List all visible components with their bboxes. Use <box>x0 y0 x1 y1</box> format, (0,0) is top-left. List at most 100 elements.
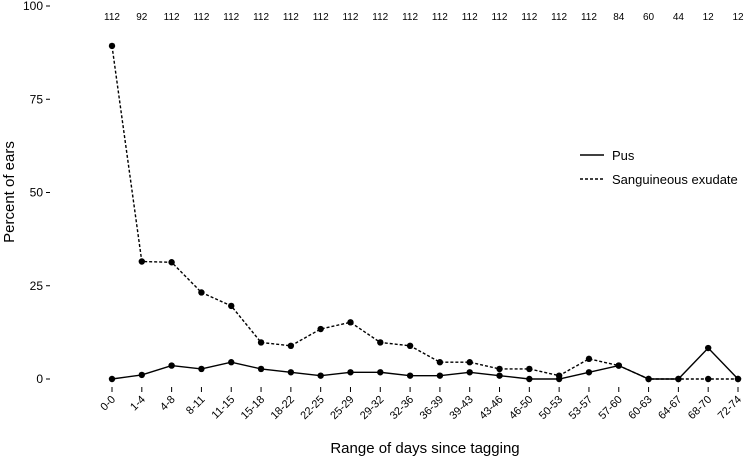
x-tick-label: 8-11 <box>184 394 207 417</box>
x-tick-label: 60-63 <box>626 394 654 422</box>
data-point <box>108 375 116 383</box>
x-tick-label: 29-32 <box>358 394 386 422</box>
legend-label: Sanguineous exudate <box>612 172 738 187</box>
count-labels: 112 92 112 112 112 112 112 112 112 112 112 112 112 11… <box>104 12 744 23</box>
count-label: 92 <box>136 12 148 23</box>
count-label: 112 <box>581 12 597 23</box>
data-point <box>317 372 324 379</box>
count-label: 112 <box>551 12 567 23</box>
data-point <box>138 258 146 265</box>
x-tick-label: 32-36 <box>388 394 416 422</box>
data-point <box>168 362 175 369</box>
count-label: 112 <box>193 12 209 23</box>
x-tick-label: 46-50 <box>507 394 535 422</box>
count-label: 112 <box>492 12 508 23</box>
y-tick-label: 100 <box>23 0 43 13</box>
y-tick-label: 0 <box>36 372 43 386</box>
y-tick-label: 50 <box>30 186 44 200</box>
data-point <box>406 342 414 350</box>
data-point <box>466 369 473 376</box>
data-point <box>257 365 265 373</box>
x-tick-label: 72-74 <box>716 394 744 422</box>
x-tick-label: 53-57 <box>567 394 595 422</box>
x-axis-title: Range of days since tagging <box>330 440 519 457</box>
count-label: 112 <box>342 12 358 23</box>
count-label: 112 <box>462 12 478 23</box>
data-point <box>347 369 354 376</box>
data-point <box>198 365 205 373</box>
x-tick-label: 64-67 <box>656 394 684 422</box>
data-point <box>228 359 235 366</box>
count-label: 60 <box>643 12 655 23</box>
count-label: 112 <box>104 12 120 23</box>
count-label: 84 <box>613 12 625 23</box>
series-sanguineous-exudate <box>108 42 742 383</box>
data-point <box>257 339 265 346</box>
x-tick-label: 39-43 <box>447 394 475 422</box>
data-point <box>585 369 593 376</box>
data-point <box>734 375 742 383</box>
data-point <box>138 371 146 379</box>
series-layer <box>108 42 742 383</box>
x-tick-label: 68-70 <box>686 394 714 422</box>
x-tick-label: 1-4 <box>128 394 148 414</box>
data-point <box>496 372 503 379</box>
count-label: 112 <box>253 12 269 23</box>
count-label: 12 <box>732 12 744 23</box>
x-axis: 0-0 1-4 4-8 8-11 11-15 15-18 18-22 22-25 25-29 29… <box>98 387 744 422</box>
x-tick-label: 18-22 <box>269 394 297 422</box>
y-tick-label: 75 <box>30 92 44 106</box>
x-tick-label: 50-53 <box>537 394 565 422</box>
x-tick-label: 25-29 <box>328 394 356 422</box>
data-point <box>347 319 354 326</box>
data-point <box>526 365 533 373</box>
data-point <box>377 339 384 346</box>
x-tick-label: 4-8 <box>158 394 178 414</box>
data-point <box>704 344 712 352</box>
legend-label: Pus <box>612 148 635 163</box>
data-point <box>436 359 444 366</box>
data-point <box>317 325 324 333</box>
data-point <box>198 289 205 296</box>
data-point <box>496 365 503 373</box>
count-label: 112 <box>164 12 180 23</box>
count-label: 44 <box>673 12 685 23</box>
data-point <box>675 375 682 383</box>
data-point <box>526 375 533 383</box>
data-point <box>287 342 295 350</box>
x-tick-label: 36-39 <box>418 394 446 422</box>
data-point <box>585 355 593 363</box>
data-point <box>436 372 444 379</box>
data-point <box>377 369 384 376</box>
y-tick-label: 25 <box>30 279 44 293</box>
x-tick-label: 22-25 <box>298 394 326 422</box>
count-label: 112 <box>313 12 329 23</box>
data-point <box>228 302 235 310</box>
series-line <box>111 45 738 380</box>
y-axis-title: Percent of ears <box>1 141 18 243</box>
x-tick-label: 0-0 <box>98 394 118 414</box>
data-point <box>168 259 175 266</box>
x-tick-label: 11-15 <box>210 394 238 422</box>
data-point <box>406 372 414 379</box>
y-axis: 0 25 50 75 100 <box>23 0 50 386</box>
data-point <box>108 42 116 50</box>
count-label: 112 <box>223 12 239 23</box>
count-label: 12 <box>703 12 715 23</box>
data-point <box>615 362 622 369</box>
x-tick-label: 15-18 <box>239 394 267 422</box>
count-label: 112 <box>432 12 448 23</box>
data-point <box>645 375 652 383</box>
count-label: 112 <box>521 12 537 23</box>
data-point <box>287 369 295 376</box>
x-tick-label: 43-46 <box>477 394 505 422</box>
count-label: 112 <box>402 12 418 23</box>
data-point <box>555 372 563 379</box>
data-point <box>704 375 712 383</box>
x-tick-label: 57-60 <box>596 394 624 422</box>
legend: Pus Sanguineous exudate <box>580 148 738 187</box>
series-line <box>111 347 739 380</box>
data-point <box>466 359 473 366</box>
